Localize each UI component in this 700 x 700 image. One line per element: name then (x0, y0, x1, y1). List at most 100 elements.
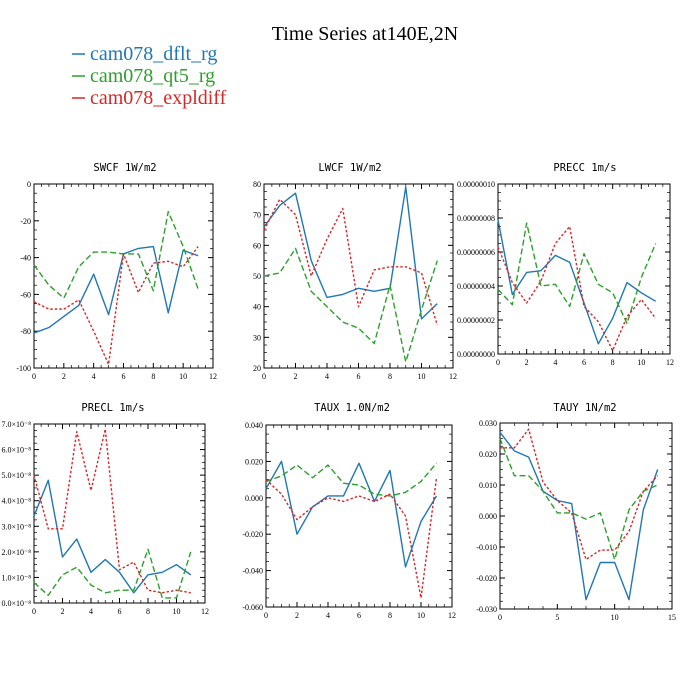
x-tick-label: 2 (295, 611, 299, 620)
x-tick-label: 10 (637, 358, 645, 367)
x-tick-label: 10 (611, 613, 619, 622)
panel-4: TAUX 1.0N/m2 0 2 4 6 8 10 12 0.040 0.020 0.000 -0.0… (242, 402, 456, 620)
y-tick-label: 0.00000010 (457, 180, 495, 189)
x-tick-label: 8 (388, 611, 392, 620)
panel-0: SWCF 1W/m2 0 2 4 6 8 10 12 0 -20 -40 -60 -80 -100 (16, 162, 217, 381)
x-tick-label: 12 (448, 611, 456, 620)
plot-frame (33, 423, 206, 604)
figure-title: Time Series at140E,2N (272, 23, 458, 45)
x-tick-label: 12 (449, 372, 457, 381)
x-tick-label: 0 (32, 607, 36, 616)
y-tick-label: 0.030 (479, 419, 497, 428)
y-tick-label: -0.060 (242, 603, 263, 612)
plot-frame (263, 183, 454, 369)
y-tick-label: -20 (20, 217, 31, 226)
x-tick-label: 6 (118, 607, 122, 616)
y-tick-label: 60 (253, 241, 261, 250)
panel-5: TAUY 1N/m2 0 5 10 15 0.030 0.020 0.010 0.000 -0.0… (476, 402, 676, 622)
x-tick-label: 4 (325, 372, 329, 381)
y-tick-label: -0.020 (476, 574, 497, 583)
legend: cam078_dflt_rgcam078_qt5_rgcam078_expldi… (72, 43, 227, 109)
series-line-cam078_qt5_rg (497, 222, 657, 325)
y-tick-label: -0.010 (476, 543, 497, 552)
plot-frame (499, 422, 673, 610)
y-tick-label: -80 (20, 327, 31, 336)
y-tick-label: 0.020 (479, 450, 497, 459)
y-tick-label: 0.00000004 (457, 282, 495, 291)
series-line-cam078_dflt_rg (33, 245, 199, 334)
x-tick-label: 0 (262, 372, 266, 381)
x-tick-label: 2 (61, 607, 65, 616)
x-tick-label: 2 (525, 358, 529, 367)
y-tick-label: 20 (253, 364, 261, 373)
y-tick-label: 40 (253, 303, 261, 312)
panel-title: TAUY 1N/m2 (553, 402, 616, 414)
y-tick-label: 0.0×10⁻⁸ (1, 599, 31, 608)
series-line-cam078_expldiff (33, 246, 199, 366)
panel-2: PRECC 1m/s 0 2 4 6 8 10 12 0.00000010 0.00000008 0… (457, 162, 674, 367)
panel-1: LWCF 1W/m2 0 2 4 6 8 10 12 80 70 60 50 40 30 20 (253, 162, 457, 381)
x-tick-label: 10 (179, 372, 187, 381)
panels: SWCF 1W/m2 0 2 4 6 8 10 12 0 -20 -40 -60 -80 -100 LWCF… (1, 162, 676, 622)
series-line-cam078_qt5_rg (33, 548, 192, 599)
y-tick-label: 4.0×10⁻⁸ (1, 497, 31, 506)
y-tick-label: 0.00000008 (457, 214, 495, 223)
x-tick-label: 0 (498, 613, 502, 622)
series-line-cam078_dflt_rg (499, 431, 659, 601)
y-tick-label: 0.00000002 (457, 316, 495, 325)
y-tick-label: -0.020 (242, 530, 263, 539)
y-tick-label: -0.030 (476, 605, 497, 614)
series-line-cam078_qt5_rg (499, 438, 658, 561)
y-tick-label: 7.0×10⁻⁸ (1, 420, 31, 429)
series-line-cam078_expldiff (33, 428, 191, 594)
panel-3: PRECL 1m/s 0 2 4 6 8 10 12 7.0×10⁻⁸ 6.0×10⁻⁸ 5.0×1… (1, 402, 209, 616)
x-tick-label: 4 (92, 372, 96, 381)
plot-frame (497, 183, 671, 355)
y-tick-label: 0.00000006 (457, 248, 495, 257)
x-tick-label: 8 (146, 607, 150, 616)
x-tick-label: 4 (89, 607, 93, 616)
x-tick-label: 8 (151, 372, 155, 381)
x-tick-label: 10 (418, 372, 426, 381)
series-line-cam078_dflt_rg (263, 186, 438, 320)
series-line-cam078_qt5_rg (263, 247, 438, 363)
y-tick-label: 30 (253, 333, 261, 342)
x-tick-label: 5 (555, 613, 559, 622)
series-line-cam078_expldiff (263, 198, 438, 326)
series-line-cam078_dflt_rg (497, 219, 657, 345)
panel-title: SWCF 1W/m2 (93, 162, 156, 174)
series-line-cam078_dflt_rg (33, 479, 192, 594)
x-tick-label: 12 (209, 372, 217, 381)
y-tick-label: 70 (253, 211, 261, 220)
y-tick-label: -100 (16, 364, 31, 373)
y-tick-label: 0.000 (245, 494, 263, 503)
panel-title: LWCF 1W/m2 (318, 162, 381, 174)
series-line-cam078_expldiff (497, 225, 657, 352)
panel-title: TAUX 1.0N/m2 (314, 402, 390, 414)
plot-frame (33, 183, 214, 369)
x-tick-label: 6 (357, 372, 361, 381)
legend-label-cam078_dflt_rg: cam078_dflt_rg (90, 43, 217, 65)
y-tick-label: 50 (253, 272, 261, 281)
y-tick-label: 0.010 (479, 481, 497, 490)
legend-label-cam078_qt5_rg: cam078_qt5_rg (90, 65, 215, 87)
y-tick-label: 0.00000000 (457, 350, 495, 359)
x-tick-label: 8 (611, 358, 615, 367)
x-tick-label: 10 (417, 611, 425, 620)
x-tick-label: 6 (122, 372, 126, 381)
y-tick-label: -0.040 (242, 567, 263, 576)
x-tick-label: 15 (668, 613, 676, 622)
panel-title: PRECL 1m/s (81, 402, 144, 414)
y-tick-label: 3.0×10⁻⁸ (1, 522, 31, 531)
y-tick-label: 0.040 (245, 421, 263, 430)
y-tick-label: 5.0×10⁻⁸ (1, 471, 31, 480)
x-tick-label: 8 (388, 372, 392, 381)
legend-label-cam078_expldiff: cam078_expldiff (90, 87, 227, 109)
x-tick-label: 6 (582, 358, 586, 367)
x-tick-label: 4 (553, 358, 557, 367)
x-tick-label: 10 (173, 607, 181, 616)
x-tick-label: 12 (201, 607, 209, 616)
y-tick-label: 0.020 (245, 457, 263, 466)
y-tick-label: 1.0×10⁻⁸ (1, 573, 31, 582)
y-tick-label: -60 (20, 290, 31, 299)
